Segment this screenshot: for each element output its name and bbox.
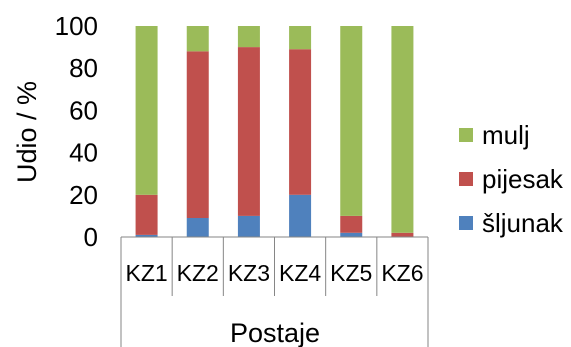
x-tick-label: KZ3 [228,260,270,286]
y-tick-label: 80 [69,53,98,83]
legend-item-mulj: mulj [459,120,530,150]
legend-swatch [459,128,473,142]
bar-segment-mulj-KZ4 [289,26,312,50]
legend-label: pijesak [482,164,564,194]
bar-segment-šljunak-KZ1 [135,234,158,237]
bar-segment-mulj-KZ5 [340,26,363,216]
bar-segment-pijesak-KZ5 [340,215,363,233]
legend: mulj pijesak šljunak [459,120,564,238]
x-tick-label: KZ6 [381,260,423,286]
legend-label: mulj [482,120,530,150]
x-tick-label: KZ2 [177,260,219,286]
y-tick-label: 100 [55,11,98,41]
bar-segment-mulj-KZ1 [135,26,158,195]
y-tick-label: 20 [69,180,98,210]
legend-label: šljunak [482,208,564,238]
bar-segment-pijesak-KZ3 [237,47,260,216]
legend-swatch [459,172,473,186]
bar-segment-šljunak-KZ4 [289,194,312,237]
bar-segment-mulj-KZ2 [186,26,209,52]
x-axis-label: Postaje [230,318,320,347]
y-tick-label: 40 [69,138,98,168]
x-tick-label: KZ5 [330,260,372,286]
y-axis-label: Udio / % [12,81,42,183]
bar-segment-šljunak-KZ2 [186,218,209,237]
x-tick-label: KZ4 [279,260,321,286]
bar-segment-pijesak-KZ1 [135,194,158,235]
x-tick-label: KZ1 [125,260,167,286]
y-tick-label: 60 [69,95,98,125]
y-axis-ticks: 0 20 40 60 80 100 [55,11,98,252]
bar-segment-šljunak-KZ5 [340,232,363,237]
bar-segment-pijesak-KZ2 [186,51,209,219]
legend-swatch [459,216,473,230]
y-tick-label: 0 [84,222,98,252]
bars [135,26,414,237]
x-axis: KZ1 KZ2 KZ3 KZ4 KZ5 KZ6 [120,236,429,347]
bar-segment-pijesak-KZ6 [391,232,414,237]
legend-item-pijesak: pijesak [459,164,564,194]
bar-segment-mulj-KZ6 [391,26,414,233]
bar-segment-mulj-KZ3 [237,26,260,48]
bar-segment-šljunak-KZ3 [237,215,260,237]
legend-item-šljunak: šljunak [459,208,564,238]
bar-segment-pijesak-KZ4 [289,49,312,195]
